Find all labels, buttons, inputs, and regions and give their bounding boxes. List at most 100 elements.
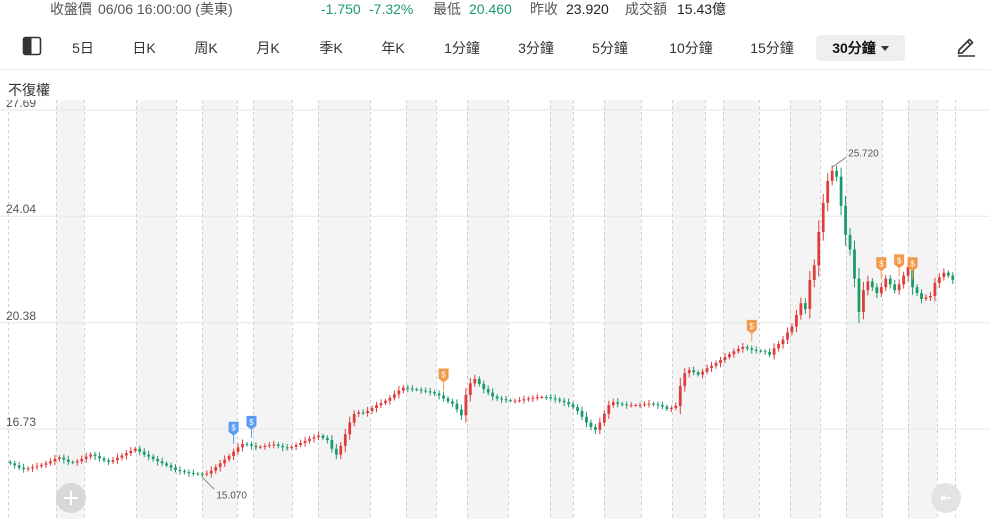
candle-body (236, 447, 240, 452)
tab-daily-k[interactable]: 日K (132, 40, 156, 56)
event-marker-icon (907, 257, 918, 272)
candle-body (317, 435, 320, 438)
split-panel-icon[interactable] (22, 36, 42, 56)
candle-body (638, 404, 642, 406)
candle-body (303, 440, 307, 443)
candle-body (562, 400, 566, 403)
jump-to-latest-button[interactable]: ⇤ (931, 483, 961, 513)
candle-body (946, 272, 950, 276)
tab-monthly-k[interactable]: 月K (256, 40, 280, 56)
candle-body (245, 443, 249, 445)
candle-body (49, 461, 52, 464)
candle-body (803, 303, 807, 310)
candle-body (415, 389, 419, 391)
pen-icon[interactable] (955, 35, 977, 57)
candle-body (116, 457, 119, 461)
zoom-in-button[interactable] (56, 483, 86, 513)
tab-1-min[interactable]: 1分鐘 (444, 40, 480, 56)
event-marker-icon (746, 319, 757, 334)
tab-quarterly-k[interactable]: 季K (319, 40, 343, 56)
candle-body (835, 170, 839, 177)
candle-body (915, 287, 919, 294)
candle-body (388, 397, 392, 401)
candle-body (678, 386, 682, 407)
candle-body (830, 170, 834, 182)
candle-body (281, 445, 285, 448)
candle-body (491, 392, 495, 397)
candle-body (308, 438, 311, 441)
candle-body (527, 398, 530, 400)
y-tick-label: 16.73 (6, 415, 36, 429)
candle-body (844, 205, 847, 235)
candle-body (656, 404, 660, 406)
candle-body (754, 349, 758, 351)
candle-body (933, 282, 937, 296)
candle-body (745, 346, 749, 349)
tab-30-min[interactable]: 30分鐘 (816, 35, 905, 61)
candle-body (719, 360, 722, 363)
candle-body (468, 383, 472, 395)
y-tick-label: 20.38 (6, 309, 36, 323)
candle-body (410, 388, 414, 390)
candle-body (290, 446, 294, 448)
candlestick-chart[interactable]: 27.69 24.04 20.38 16.73 25.720 15.070 $ $ $ $ $ $ $ (0, 100, 990, 519)
candle-body (839, 176, 843, 206)
candle-body (84, 456, 88, 459)
candle-body (124, 453, 128, 456)
candle-body (276, 444, 280, 446)
tab-5-day[interactable]: 5日 (72, 40, 94, 56)
candle-body (196, 473, 200, 475)
candle-body (17, 465, 21, 468)
candle-body (352, 413, 356, 423)
tab-yearly-k[interactable]: 年K (381, 40, 405, 56)
session-band (908, 100, 937, 519)
candle-body (763, 351, 767, 353)
event-marker-glyph: $ (879, 259, 884, 268)
candle-body (200, 474, 204, 476)
candle-body (942, 272, 946, 278)
candle-body (312, 437, 316, 439)
candle-body (111, 460, 115, 462)
candle-body (272, 444, 276, 446)
candle-body (13, 463, 17, 466)
tab-weekly-k[interactable]: 周K (194, 40, 218, 56)
candle-body (589, 422, 593, 427)
candle-body (647, 403, 651, 405)
candle-body (732, 351, 736, 355)
candle-body (710, 365, 713, 369)
candle-body (147, 454, 151, 457)
candle-body (129, 450, 133, 454)
candle-body (683, 373, 687, 387)
turnover-label: 成交額 (625, 1, 667, 17)
candle-body (218, 463, 222, 468)
tab-15-min[interactable]: 15分鐘 (750, 40, 794, 56)
candle-body (513, 400, 517, 402)
tab-5-min[interactable]: 5分鐘 (592, 40, 628, 56)
session-band (467, 100, 508, 519)
toolbar-divider (0, 69, 990, 70)
tab-10-min[interactable]: 10分鐘 (669, 40, 713, 56)
session-band (723, 100, 759, 519)
candle-body (665, 406, 669, 409)
candle-body (299, 442, 302, 446)
event-marker-glyph: $ (750, 322, 755, 331)
tab-3-min[interactable]: 3分鐘 (518, 40, 554, 56)
low-label: 最低 (433, 1, 461, 17)
session-band (202, 100, 237, 519)
event-marker-icon (246, 415, 257, 430)
session-band (136, 100, 176, 519)
candle-body (567, 402, 570, 405)
candle-body (151, 456, 155, 459)
candle-body (93, 454, 97, 457)
candle-body (728, 354, 731, 358)
candle-body (616, 402, 620, 404)
candle-body (133, 448, 137, 451)
min-price-leader (201, 476, 215, 490)
candle-body (549, 397, 553, 399)
candle-body (326, 438, 329, 441)
candle-body (875, 287, 879, 294)
candle-body (406, 387, 410, 389)
candle-body (951, 275, 955, 280)
adjustment-label: 不復權 (8, 82, 50, 98)
candle-body (920, 293, 923, 299)
